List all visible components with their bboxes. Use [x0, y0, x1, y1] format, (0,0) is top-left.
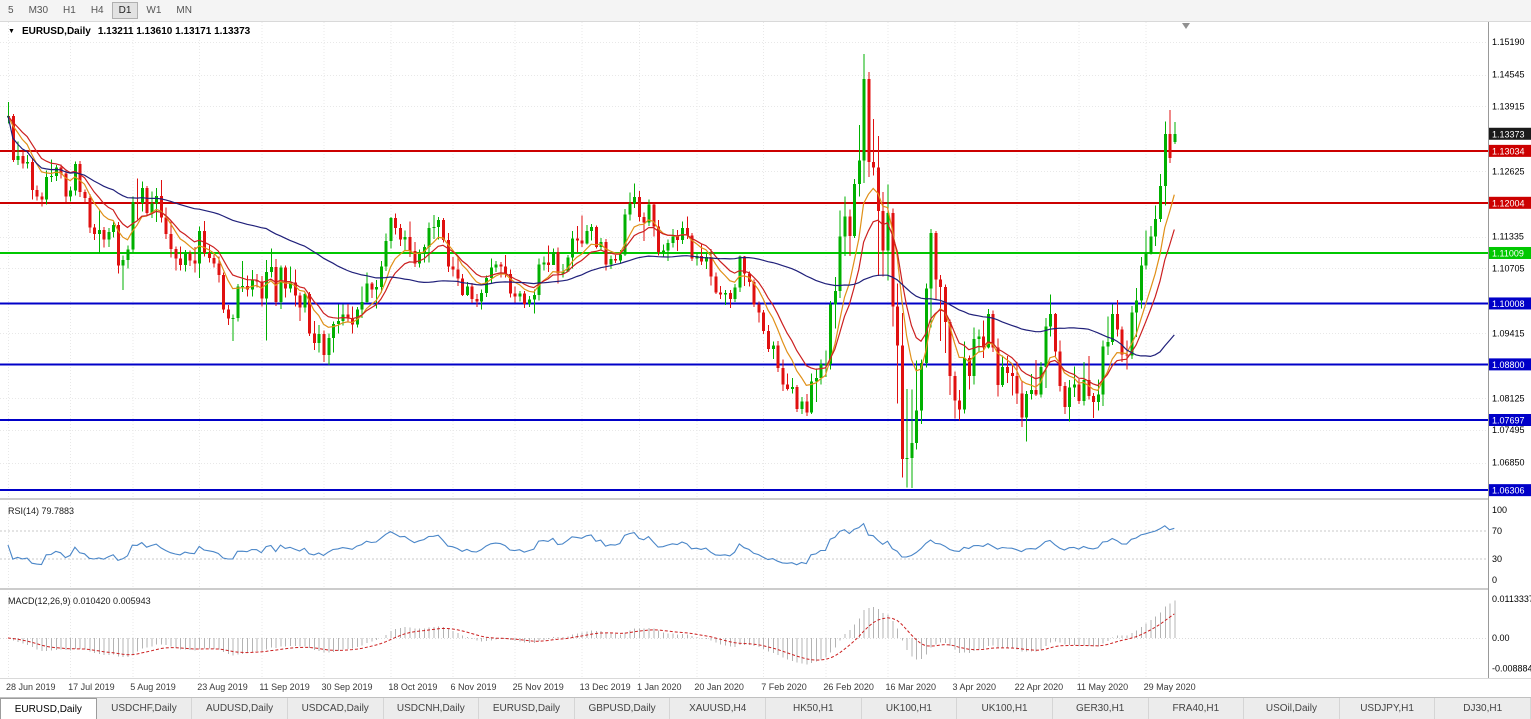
date-label: 23 Aug 2019 — [197, 682, 248, 692]
svg-text:30: 30 — [1492, 554, 1502, 564]
svg-text:1.09415: 1.09415 — [1492, 328, 1525, 338]
svg-text:1.11009: 1.11009 — [1492, 248, 1524, 258]
svg-text:1.06306: 1.06306 — [1492, 486, 1525, 496]
chart-tab-1-usdchf-daily[interactable]: USDCHF,Daily — [97, 698, 193, 719]
svg-text:1.10008: 1.10008 — [1492, 299, 1525, 309]
chart-tab-14-usdjpy-h1[interactable]: USDJPY,H1 — [1340, 698, 1436, 719]
macd-histogram — [12, 600, 1176, 665]
timeframe-button-h4[interactable]: H4 — [84, 2, 111, 19]
svg-text:70: 70 — [1492, 526, 1502, 536]
svg-text:1.13373: 1.13373 — [1492, 129, 1525, 139]
chart-tab-9-uk100-h1[interactable]: UK100,H1 — [862, 698, 958, 719]
date-label: 17 Jul 2019 — [68, 682, 115, 692]
date-label: 26 Feb 2020 — [823, 682, 874, 692]
price-axis-labels: 1.15190 1.14545 1.13915 1.12625 1.11335 1.107… — [1492, 37, 1531, 674]
chart-tab-12-fra40-h1[interactable]: FRA40,H1 — [1149, 698, 1245, 719]
price-badges[interactable]: 1.13034 1.12004 1.11009 1.10008 1.08800 1.076… — [1489, 127, 1531, 497]
date-label: 20 Jan 2020 — [694, 682, 744, 692]
chart-tab-8-hk50-h1[interactable]: HK50,H1 — [766, 698, 862, 719]
date-label: 22 Apr 2020 — [1014, 682, 1064, 692]
chart-shift-marker[interactable] — [1182, 23, 1190, 29]
date-label: 3 Apr 2020 — [952, 682, 996, 692]
chart-tab-13-usoil-daily[interactable]: USOil,Daily — [1244, 698, 1340, 719]
date-label: 25 Nov 2019 — [512, 682, 564, 692]
chart-tab-4-usdcnh-daily[interactable]: USDCNH,Daily — [384, 698, 480, 719]
date-label: 13 Dec 2019 — [579, 682, 631, 692]
chart-tab-5-eurusd-daily[interactable]: EURUSD,Daily — [479, 698, 575, 719]
chart-tab-0-eurusd-daily[interactable]: EURUSD,Daily — [0, 698, 97, 719]
rsi-line — [7, 522, 1175, 566]
svg-text:1.13915: 1.13915 — [1492, 101, 1525, 111]
date-label: 16 Mar 2020 — [885, 682, 937, 692]
date-label: 29 May 2020 — [1143, 682, 1196, 692]
date-label: 5 Aug 2019 — [130, 682, 176, 692]
svg-text:1.08125: 1.08125 — [1492, 393, 1525, 403]
svg-text:-0.0088848: -0.0088848 — [1492, 664, 1531, 674]
chart-tabbar: EURUSD,Daily USDCHF,Daily AUDUSD,Daily USDC… — [0, 697, 1531, 719]
chart-tab-6-gbpusd-daily[interactable]: GBPUSD,Daily — [575, 698, 671, 719]
chart-tab-3-usdcad-daily[interactable]: USDCAD,Daily — [288, 698, 384, 719]
date-label: 18 Oct 2019 — [388, 682, 438, 692]
svg-text:1.12004: 1.12004 — [1492, 198, 1525, 208]
svg-text:0.00: 0.00 — [1492, 633, 1510, 643]
time-axis[interactable]: 28 Jun 2019 17 Jul 2019 5 Aug 2019 23 Aug 2… — [0, 678, 1531, 697]
date-label: 6 Nov 2019 — [450, 682, 497, 692]
svg-text:100: 100 — [1492, 505, 1507, 515]
svg-text:1.11335: 1.11335 — [1492, 232, 1524, 242]
date-label: 1 Jan 2020 — [636, 682, 682, 692]
timeframe-button-h1[interactable]: H1 — [56, 2, 83, 19]
chart-tab-7-xauusd-h4[interactable]: XAUUSD,H4 — [670, 698, 766, 719]
moving-average-lines — [7, 115, 1175, 392]
date-label: 11 Sep 2019 — [259, 682, 310, 692]
svg-text:1.10705: 1.10705 — [1492, 263, 1525, 273]
svg-text:0: 0 — [1492, 575, 1497, 585]
rsi-label: RSI(14) 79.7883 — [8, 506, 74, 516]
timeframe-toolbar: 5 M30 H1 H4 D1 W1 MN — [0, 0, 1531, 22]
rsi-panel-separator[interactable] — [0, 498, 1531, 500]
svg-text:1.12625: 1.12625 — [1492, 166, 1525, 176]
date-label: 30 Sep 2019 — [321, 682, 373, 692]
svg-text:1.08800: 1.08800 — [1492, 360, 1525, 370]
svg-text:1.07697: 1.07697 — [1492, 415, 1525, 425]
chart-background — [0, 22, 1531, 678]
macd-signal-line — [7, 613, 1175, 661]
svg-text:1.07495: 1.07495 — [1492, 425, 1525, 435]
rsi-level-lines — [0, 530, 1488, 560]
chart-tab-2-audusd-daily[interactable]: AUDUSD,Daily — [192, 698, 288, 719]
chart-tab-15-dj30-h1[interactable]: DJ30,H1 — [1435, 698, 1531, 719]
date-label: 7 Feb 2020 — [761, 682, 807, 692]
svg-text:1.14545: 1.14545 — [1492, 70, 1525, 80]
macd-label: MACD(12,26,9) 0.010420 0.005943 — [8, 596, 151, 606]
chart-canvas[interactable]: 1.15190 1.14545 1.13915 1.12625 1.11335 1.107… — [0, 22, 1531, 678]
chart-tab-10-uk100-h1[interactable]: UK100,H1 — [957, 698, 1053, 719]
svg-text:1.06850: 1.06850 — [1492, 458, 1525, 468]
candles — [7, 54, 1177, 488]
support-resistance-lines[interactable] — [0, 149, 1488, 492]
svg-text:1.13034: 1.13034 — [1492, 146, 1525, 156]
timeframe-button-mn[interactable]: MN — [169, 2, 199, 19]
timeframe-button-5[interactable]: 5 — [1, 2, 21, 19]
date-label: 28 Jun 2019 — [6, 682, 56, 692]
svg-text:1.15190: 1.15190 — [1492, 37, 1525, 47]
svg-text:0.0113337: 0.0113337 — [1492, 594, 1531, 604]
macd-panel-separator[interactable] — [0, 588, 1531, 590]
timeframe-button-w1[interactable]: W1 — [139, 2, 168, 19]
timeframe-button-m30[interactable]: M30 — [22, 2, 55, 19]
date-label: 11 May 2020 — [1076, 682, 1129, 692]
chart-tab-11-ger30-h1[interactable]: GER30,H1 — [1053, 698, 1149, 719]
timeframe-button-d1[interactable]: D1 — [111, 2, 139, 19]
